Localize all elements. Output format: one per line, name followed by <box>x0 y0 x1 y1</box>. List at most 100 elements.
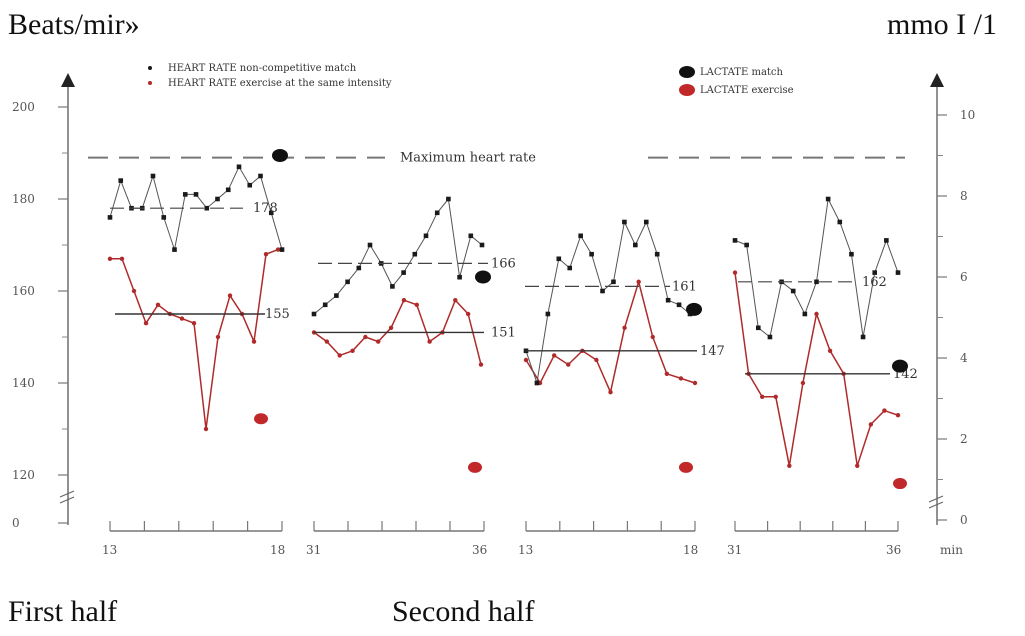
exercise-hr-point <box>827 348 833 353</box>
left-axis-break <box>59 490 75 504</box>
legend-marker <box>148 66 152 70</box>
exercise-hr-point <box>800 380 806 386</box>
match-hr-point <box>215 196 220 202</box>
exercise-hr-point <box>119 256 125 261</box>
exercise-hr-point <box>773 394 778 399</box>
time-axis-unit-label: min <box>940 543 963 557</box>
match-hr-point <box>204 205 210 211</box>
exercise-hr-point <box>215 334 221 340</box>
match-hr-point <box>556 256 562 262</box>
match-hr-point <box>390 284 395 289</box>
exercise-hr-point <box>650 334 655 340</box>
match-hr-point <box>150 173 156 179</box>
exercise-hr-point <box>363 334 368 340</box>
match-hr-point <box>567 265 573 271</box>
exercise-hr-point <box>566 362 571 367</box>
exercise-hr-point <box>787 463 792 468</box>
right-axis-tick-label: 4 <box>960 351 968 365</box>
exercise-hr-point <box>251 339 257 344</box>
match-hr-point <box>193 192 199 197</box>
right-axis-tick-label: 10 <box>960 108 975 122</box>
match-hr-point <box>633 242 638 248</box>
exercise-hr-line <box>110 248 279 430</box>
exercise-hr-point <box>427 339 432 344</box>
match-hr-point <box>258 173 263 179</box>
exercise-hr-point <box>263 252 269 257</box>
match-hr-point <box>825 196 831 202</box>
exercise-hr-point <box>692 380 698 386</box>
match-hr-point <box>849 251 854 257</box>
legend-marker <box>679 66 695 78</box>
match-hr-point <box>225 187 231 193</box>
time-axis-start-label: 31 <box>727 543 742 557</box>
match-hr-point <box>279 247 285 252</box>
exercise-hr-point <box>179 316 185 321</box>
exercise-hr-point <box>337 353 342 358</box>
match-hr-point <box>872 270 878 275</box>
exercise-mean-label: 147 <box>700 344 725 359</box>
match-hr-point <box>479 242 485 248</box>
lactate-exercise-marker <box>679 461 693 473</box>
exercise-hr-point <box>324 339 330 344</box>
exercise-hr-point <box>453 298 458 303</box>
match-hr-point <box>589 251 594 257</box>
exercise-hr-point <box>551 353 557 358</box>
exercise-hr-point <box>636 279 641 284</box>
match-hr-point <box>895 270 901 275</box>
exercise-hr-point <box>350 348 355 353</box>
match-hr-point <box>732 238 738 243</box>
time-axis-start-label: 31 <box>306 543 321 557</box>
match-hr-point <box>423 233 429 239</box>
match-hr-point <box>578 233 583 239</box>
exercise-hr-point <box>478 362 484 367</box>
exercise-hr-point <box>203 426 209 432</box>
exercise-hr-point <box>608 390 613 395</box>
exercise-hr-point <box>732 270 738 275</box>
lactate-match-marker <box>686 302 702 316</box>
exercise-mean-label: 155 <box>265 307 290 322</box>
exercise-hr-point <box>664 371 670 376</box>
exercise-hr-point <box>131 288 137 294</box>
match-hr-point <box>802 311 808 317</box>
match-hr-point <box>457 274 462 280</box>
exercise-hr-line <box>734 272 899 467</box>
match-hr-point <box>236 164 242 170</box>
match-hr-point <box>837 219 843 225</box>
legend-label: LACTATE match <box>700 67 784 78</box>
left-axis-tick-label: 200 <box>12 100 35 114</box>
max-heart-rate-label: Maximum heart rate <box>400 151 536 166</box>
match-hr-point <box>534 380 540 386</box>
right-axis-unit-label: mmo I /1 <box>887 8 997 41</box>
match-hr-point <box>676 302 682 308</box>
exercise-hr-point <box>594 357 599 363</box>
lactate-exercise-marker <box>893 478 907 490</box>
exercise-hr-point <box>622 325 627 330</box>
exercise-hr-point <box>227 293 233 298</box>
exercise-hr-point <box>107 256 113 261</box>
match-hr-point <box>311 311 317 317</box>
legend-marker <box>148 81 152 85</box>
match-hr-point <box>367 242 373 248</box>
match-hr-point <box>161 215 167 220</box>
left-axis-arrow <box>61 73 75 87</box>
match-hr-point <box>665 297 671 303</box>
match-hr-point <box>860 334 866 340</box>
match-hr-line <box>313 197 483 315</box>
time-axis-end-label: 36 <box>472 543 487 557</box>
left-axis-tick-label: 140 <box>12 376 35 390</box>
time-axis-start-label: 13 <box>518 543 533 557</box>
match-hr-point <box>107 215 113 220</box>
match-hr-point <box>334 293 339 298</box>
match-hr-point <box>767 334 773 340</box>
match-mean-label: 162 <box>862 275 887 290</box>
right-axis-break <box>928 495 944 509</box>
match-hr-point <box>643 219 649 225</box>
second-half-label: Second half <box>392 595 535 628</box>
match-hr-point <box>814 279 819 285</box>
lactate-match-marker <box>272 149 288 162</box>
exercise-hr-point <box>388 325 394 330</box>
lactate-exercise-marker <box>254 413 268 425</box>
left-axis-tick-label: 120 <box>12 468 35 482</box>
left-axis-tick-label: 180 <box>12 192 35 206</box>
legend-label: HEART RATE non-competitive match <box>168 63 357 74</box>
